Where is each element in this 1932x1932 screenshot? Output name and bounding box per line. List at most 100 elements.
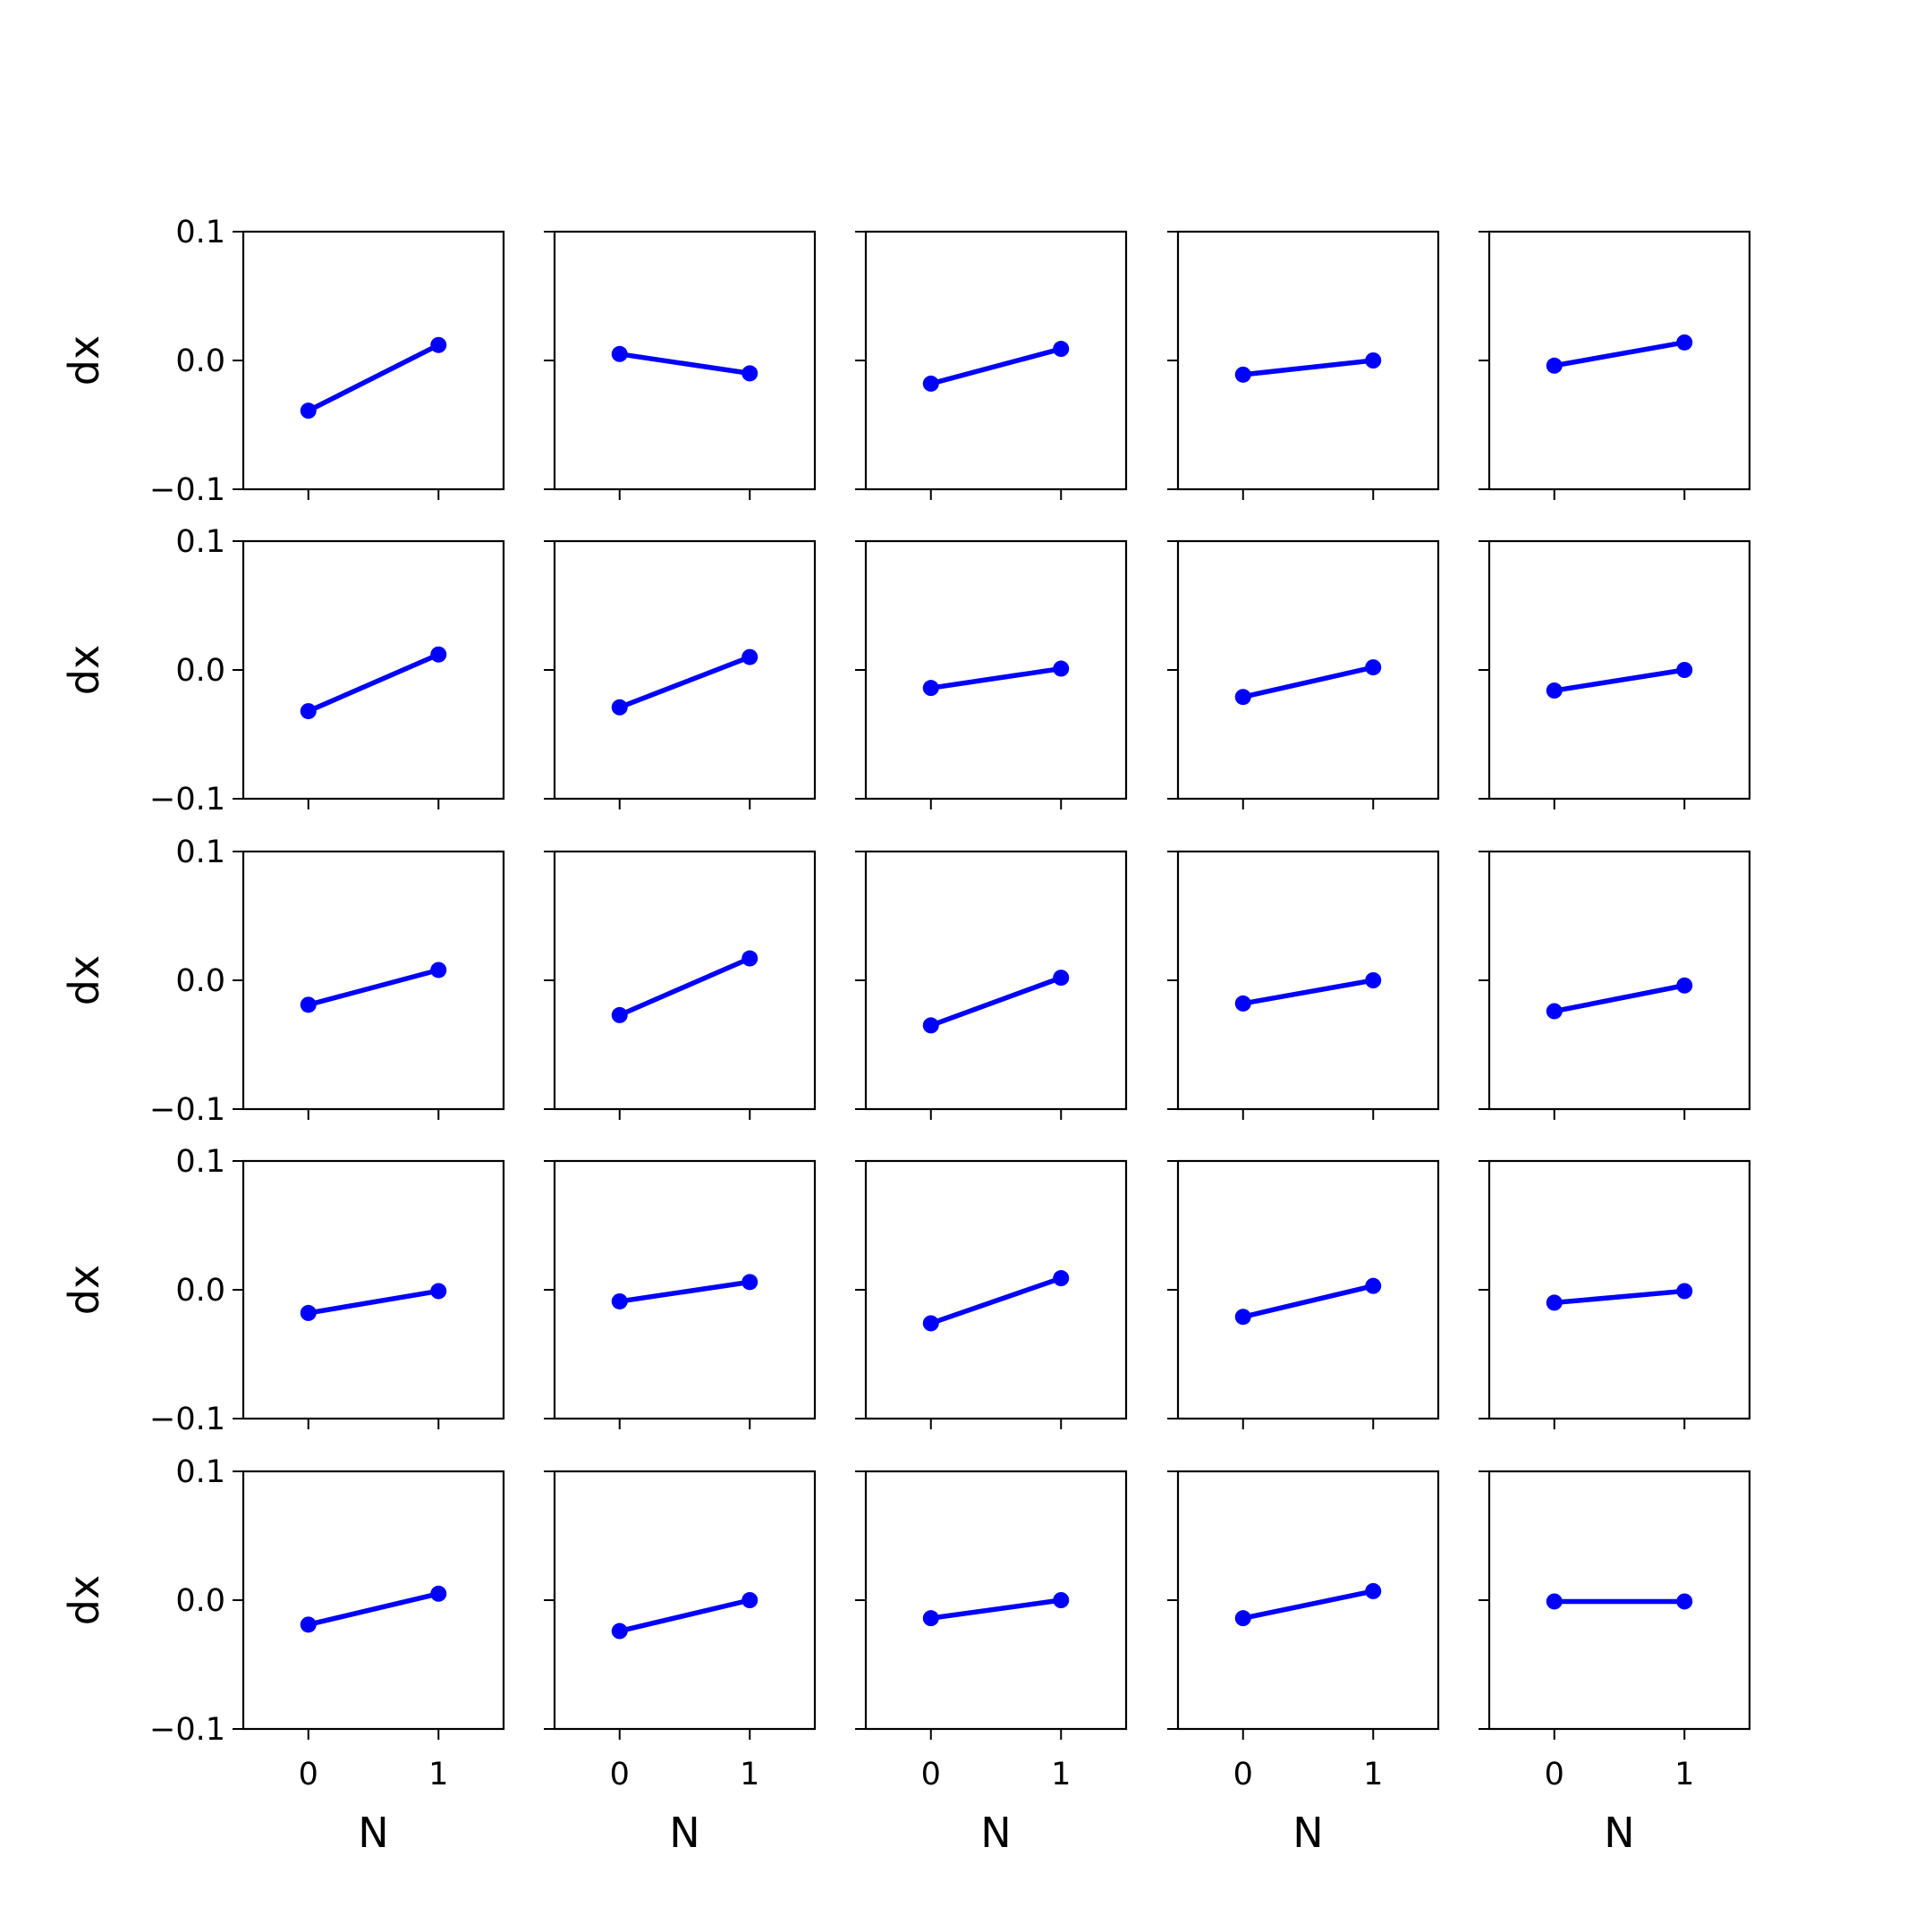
data-point xyxy=(430,1585,447,1602)
x-tick-label: 1 xyxy=(428,1757,448,1792)
y-tick-label: 0.1 xyxy=(175,524,225,560)
series-line xyxy=(1552,340,1687,369)
data-point xyxy=(611,1292,628,1309)
series-line xyxy=(306,1591,441,1628)
y-axis-label: dx xyxy=(60,955,108,1005)
series-line xyxy=(1241,665,1376,699)
x-axis-label: N xyxy=(1604,1809,1634,1857)
subplot-r3-c2 xyxy=(544,850,817,1120)
data-point xyxy=(1053,1270,1070,1287)
subplot-r2-c5 xyxy=(1479,539,1751,809)
series-line xyxy=(928,1597,1063,1621)
data-point xyxy=(1546,1003,1563,1020)
data-point xyxy=(1546,1593,1563,1610)
y-tick-label: 0.0 xyxy=(175,963,225,999)
x-tick-label: 0 xyxy=(299,1757,318,1792)
data-point xyxy=(1365,352,1382,369)
y-tick-label: −0.1 xyxy=(149,782,225,818)
subplot-r4-c2 xyxy=(544,1159,817,1429)
subplot-r1-c3 xyxy=(855,230,1128,500)
data-point xyxy=(1546,357,1563,374)
data-point xyxy=(1234,1309,1251,1326)
subplot-r2-c1: 0.1 0.0 −0.1 dx xyxy=(60,524,505,818)
x-axis-label: N xyxy=(358,1809,388,1857)
data-point xyxy=(1365,659,1382,676)
x-tick-label: 1 xyxy=(1674,1757,1694,1792)
subplot-r2-c4 xyxy=(1167,539,1440,809)
x-tick-label: 0 xyxy=(921,1757,941,1792)
data-point xyxy=(1676,334,1693,351)
series-line xyxy=(306,651,441,714)
subplot-r5-c1: 0.1 0.0 −0.1 0 1 dx N xyxy=(60,1454,505,1857)
data-point xyxy=(922,375,939,392)
x-tick-label: 0 xyxy=(1233,1757,1253,1792)
x-tick-label: 0 xyxy=(1545,1757,1564,1792)
series-line xyxy=(306,342,441,413)
data-point xyxy=(1234,995,1251,1012)
y-axis-label: dx xyxy=(60,645,108,695)
data-point xyxy=(1234,366,1251,383)
data-point xyxy=(1053,341,1070,358)
series-line xyxy=(1552,983,1687,1014)
y-tick-label: 0.1 xyxy=(175,215,225,250)
subplot-r3-c3 xyxy=(855,850,1128,1120)
series-line xyxy=(617,352,752,377)
subplot-r5-c3: 0 1 N xyxy=(855,1470,1128,1857)
data-point xyxy=(611,1623,628,1640)
subplot-r1-c2 xyxy=(544,230,817,500)
subplot-r3-c5 xyxy=(1479,850,1751,1120)
series-line xyxy=(928,1275,1063,1326)
data-point xyxy=(611,345,628,362)
y-tick-label: 0.1 xyxy=(175,1144,225,1180)
series-line xyxy=(928,975,1063,1029)
series-line xyxy=(928,346,1063,386)
data-point xyxy=(741,950,758,967)
series-line xyxy=(1241,358,1376,377)
y-tick-label: 0.0 xyxy=(175,1273,225,1309)
subplot-r3-c4 xyxy=(1167,850,1440,1120)
series-line xyxy=(617,1279,752,1304)
data-point xyxy=(741,648,758,665)
data-point xyxy=(741,365,758,382)
data-point xyxy=(300,1304,317,1321)
data-point xyxy=(1365,1582,1382,1599)
data-point xyxy=(430,1283,447,1300)
x-axis-label: N xyxy=(1292,1809,1323,1857)
subplot-r1-c4 xyxy=(1167,230,1440,500)
x-axis-label: N xyxy=(980,1809,1011,1857)
data-point xyxy=(1676,1593,1693,1610)
data-point xyxy=(300,703,317,720)
y-tick-label: −0.1 xyxy=(149,1092,225,1128)
x-tick-label: 1 xyxy=(1363,1757,1383,1792)
subplot-r5-c4: 0 1 N xyxy=(1167,1470,1440,1857)
data-point xyxy=(1053,1592,1070,1608)
y-tick-label: −0.1 xyxy=(149,1712,225,1748)
data-point xyxy=(922,680,939,697)
data-point xyxy=(1546,1294,1563,1311)
data-point xyxy=(1053,970,1070,987)
data-point xyxy=(922,1017,939,1034)
data-point xyxy=(741,1592,758,1608)
y-axis-label: dx xyxy=(60,335,108,386)
series-line xyxy=(1241,1589,1376,1621)
subplot-r4-c4 xyxy=(1167,1159,1440,1429)
subplot-r1-c1: 0.1 0.0 −0.1 dx xyxy=(60,215,505,508)
data-point xyxy=(741,1274,758,1291)
data-point xyxy=(1676,977,1693,994)
data-point xyxy=(1365,972,1382,988)
series-line xyxy=(1241,978,1376,1006)
data-point xyxy=(300,996,317,1013)
y-tick-label: 0.1 xyxy=(175,835,225,870)
series-line xyxy=(617,1597,752,1634)
y-tick-label: 0.0 xyxy=(175,343,225,379)
series-line xyxy=(617,654,752,710)
subplot-r5-c5: 0 1 N xyxy=(1479,1470,1751,1857)
data-point xyxy=(430,962,447,979)
data-point xyxy=(922,1315,939,1332)
data-point xyxy=(300,1616,317,1633)
subplot-r5-c2: 0 1 N xyxy=(544,1470,817,1857)
series-line xyxy=(1552,667,1687,693)
series-line xyxy=(1241,1283,1376,1319)
